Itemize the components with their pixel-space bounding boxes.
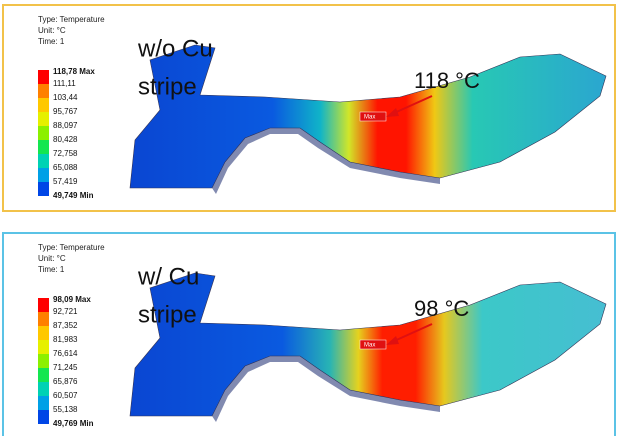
legend-swatch <box>38 84 49 98</box>
result-unit: Unit: °C <box>38 26 66 35</box>
legend-swatch <box>38 354 49 368</box>
result-time: Time: 1 <box>38 37 65 46</box>
page: {"panels": [ {"type": "Type: Temperature… <box>0 0 620 436</box>
legend-swatch <box>38 326 49 340</box>
temperature-annotation: 118 °C <box>414 68 480 93</box>
max-tag-text: Max <box>364 115 375 121</box>
legend-label: 49,749 Min <box>53 191 94 200</box>
legend-label: 111,11 <box>53 79 76 88</box>
legend-label: 95,767 <box>53 107 78 116</box>
caption-line: w/o Cu <box>137 35 213 62</box>
temperature-annotation: 98 °C <box>414 296 469 321</box>
legend-label: 57,419 <box>53 177 78 186</box>
legend-label: 55,138 <box>53 405 78 414</box>
legend-swatch <box>38 98 49 112</box>
legend-label: 98,09 Max <box>53 295 91 304</box>
legend-label: 103,44 <box>53 93 78 102</box>
result-time: Time: 1 <box>38 265 65 274</box>
caption-line: w/ Cu <box>137 263 199 290</box>
caption-line: stripe <box>138 301 197 328</box>
legend-label: 118,78 Max <box>53 67 95 76</box>
legend-swatch <box>38 368 49 382</box>
caption-line: stripe <box>138 73 197 100</box>
legend-label: 65,876 <box>53 377 78 386</box>
legend-swatch <box>38 382 49 396</box>
max-tag-text: Max <box>364 343 375 349</box>
legend-swatch <box>38 396 49 410</box>
result-type: Type: Temperature <box>38 243 105 252</box>
panel: Type: Temperature Unit: °C Time: 1 98,09 Ma… <box>3 233 615 436</box>
panel: Type: Temperature Unit: °C Time: 1 118,78 M… <box>3 5 615 211</box>
legend-swatch <box>38 112 49 126</box>
legend-label: 87,352 <box>53 321 78 330</box>
result-unit: Unit: °C <box>38 254 66 263</box>
legend-swatch <box>38 168 49 182</box>
legend-label: 88,097 <box>53 121 78 130</box>
legend-swatch <box>38 340 49 354</box>
legend-label: 60,507 <box>53 391 78 400</box>
legend-swatch <box>38 140 49 154</box>
legend-swatch <box>38 312 49 326</box>
legend-label: 81,983 <box>53 335 78 344</box>
legend-label: 72,758 <box>53 149 78 158</box>
legend-label: 65,088 <box>53 163 78 172</box>
legend-swatch <box>38 70 49 84</box>
legend-swatch <box>38 298 49 312</box>
legend-label: 71,245 <box>53 363 78 372</box>
legend-swatch <box>38 410 49 424</box>
legend-label: 80,428 <box>53 135 78 144</box>
legend-swatch <box>38 154 49 168</box>
legend-label: 76,614 <box>53 349 78 358</box>
figure: Type: Temperature Unit: °C Time: 1 118,78 M… <box>0 0 620 436</box>
legend-swatch <box>38 126 49 140</box>
legend-label: 49,769 Min <box>53 419 94 428</box>
legend-label: 92,721 <box>53 307 78 316</box>
legend-swatch <box>38 182 49 196</box>
result-type: Type: Temperature <box>38 15 105 24</box>
